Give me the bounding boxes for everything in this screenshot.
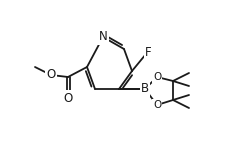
Text: B: B [141,82,149,95]
Text: F: F [145,46,151,59]
Text: N: N [99,31,107,44]
Text: O: O [63,92,73,105]
Text: O: O [46,68,56,81]
Text: O: O [153,72,161,82]
Text: O: O [153,100,161,110]
